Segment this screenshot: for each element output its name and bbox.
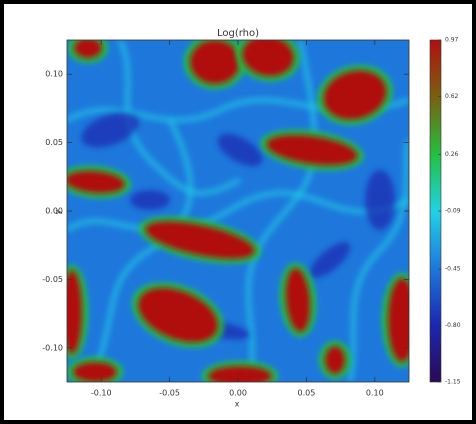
y-tick-label: 0.05 bbox=[45, 138, 63, 147]
colorbar-tick-label: 0.26 bbox=[445, 151, 459, 158]
x-tick-label: -0.10 bbox=[91, 389, 112, 398]
x-tick-label: -0.05 bbox=[159, 389, 180, 398]
density-core bbox=[73, 362, 117, 382]
chart: Log(rho) x y -1.15-0.80-0.45-0.090.260.6… bbox=[0, 0, 476, 424]
density-core bbox=[190, 40, 240, 84]
page: {"chart_data": {"type": "heatmap", "titl… bbox=[0, 0, 476, 424]
colorbar-tick-label: 0.62 bbox=[445, 93, 459, 100]
colorbar-tick-label: -0.80 bbox=[445, 322, 461, 329]
colorbar-tick-label: 0.97 bbox=[445, 37, 459, 44]
density-core bbox=[325, 346, 345, 374]
x-tick-label: 0.00 bbox=[229, 389, 247, 398]
x-tick-label: 0.10 bbox=[366, 389, 384, 398]
colorbar-tick-label: -1.15 bbox=[445, 379, 461, 386]
density-field bbox=[56, 26, 422, 391]
chart-title: Log(rho) bbox=[217, 28, 259, 39]
low-density bbox=[365, 170, 395, 230]
density-core bbox=[74, 38, 102, 58]
colorbar-tick-label: -0.09 bbox=[445, 208, 461, 215]
y-tick-label: 0.00 bbox=[45, 207, 63, 216]
x-axis-label: x bbox=[235, 400, 240, 409]
y-tick-label: -0.10 bbox=[42, 343, 63, 352]
y-tick-label: -0.05 bbox=[42, 275, 63, 284]
x-tick-label: 0.05 bbox=[297, 389, 315, 398]
low-density bbox=[130, 190, 170, 210]
colorbar-tick-label: -0.45 bbox=[445, 266, 461, 273]
y-tick-label: 0.10 bbox=[45, 70, 63, 79]
